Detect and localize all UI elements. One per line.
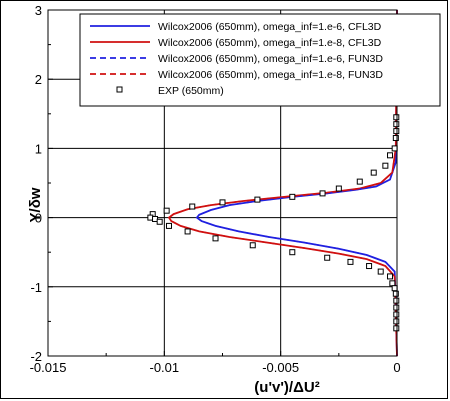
exp-data-point xyxy=(393,297,400,304)
exp-data-point xyxy=(391,285,398,292)
exp-data-point xyxy=(289,249,296,256)
legend-label-4: Wilcox2006 (650mm), omega_inf=1.e-8, FUN… xyxy=(158,69,383,81)
exp-data-point xyxy=(393,325,400,332)
legend-label-1: Wilcox2006 (650mm), omega_inf=1.e-6, CFL… xyxy=(158,21,382,33)
exp-data-point xyxy=(366,263,373,270)
exp-data-point xyxy=(393,121,400,128)
series-layer xyxy=(147,9,400,357)
series-line-4 xyxy=(168,9,398,357)
exp-data-point xyxy=(347,258,354,265)
exp-data-point xyxy=(165,222,172,229)
exp-data-point xyxy=(156,218,163,225)
y-tick-label: -2 xyxy=(30,349,42,364)
exp-data-point xyxy=(370,169,377,176)
x-axis-title: (u'v')/ΔU² xyxy=(254,379,319,396)
exp-data-point xyxy=(319,190,326,197)
exp-data-point xyxy=(393,114,400,121)
exp-data-point xyxy=(389,280,396,287)
exp-data-point xyxy=(387,152,394,159)
legend-box xyxy=(79,13,441,107)
exp-data-point xyxy=(391,145,398,152)
exp-data-point xyxy=(393,318,400,325)
exp-data-point xyxy=(377,268,384,275)
y-axis-title: Y/δw xyxy=(27,187,44,222)
exp-data-point xyxy=(254,196,261,203)
exp-data-point xyxy=(392,135,399,142)
exp-data-point xyxy=(393,304,400,311)
exp-data-point xyxy=(387,273,394,280)
exp-data-point xyxy=(382,162,389,169)
exp-data-point xyxy=(249,242,256,249)
exp-data-point xyxy=(335,185,342,192)
x-tick-label: -0.01 xyxy=(150,360,180,375)
legend-label-3: Wilcox2006 (650mm), omega_inf=1.e-6, FUN… xyxy=(158,53,383,65)
exp-data-point xyxy=(212,235,219,242)
series-line-1 xyxy=(195,9,398,357)
ticks xyxy=(47,9,398,357)
exp-data-point xyxy=(324,254,331,261)
y-tick-label: 1 xyxy=(35,141,42,156)
y-tick-label: 2 xyxy=(35,72,42,87)
x-tick-label: -0.005 xyxy=(262,360,299,375)
y-tick-label: -1 xyxy=(30,280,42,295)
y-tick-label: 3 xyxy=(35,3,42,18)
exp-data-point xyxy=(219,199,226,206)
exp-data-point xyxy=(393,128,400,135)
exp-data-point xyxy=(189,203,196,210)
tick-labels: -0.015 -0.01 -0.005 0 -2 -1 0 1 2 3 xyxy=(30,3,401,375)
exp-data-point xyxy=(289,193,296,200)
exp-data-point xyxy=(184,228,191,235)
legend-marker-5 xyxy=(116,86,123,93)
y-tick-label: 0 xyxy=(35,211,42,226)
x-tick-label: 0 xyxy=(393,360,400,375)
legend-label-2: Wilcox2006 (650mm), omega_inf=1.e-8, CFL… xyxy=(158,37,382,49)
legend: Wilcox2006 (650mm), omega_inf=1.e-6, CFL… xyxy=(79,13,441,107)
exp-data-point xyxy=(163,207,170,214)
x-tick-label: -0.015 xyxy=(30,360,67,375)
exp-data-point xyxy=(392,290,399,297)
exp-data-point xyxy=(393,311,400,318)
exp-data-point xyxy=(356,178,363,185)
legend-label-5: EXP (650mm) xyxy=(158,85,224,97)
